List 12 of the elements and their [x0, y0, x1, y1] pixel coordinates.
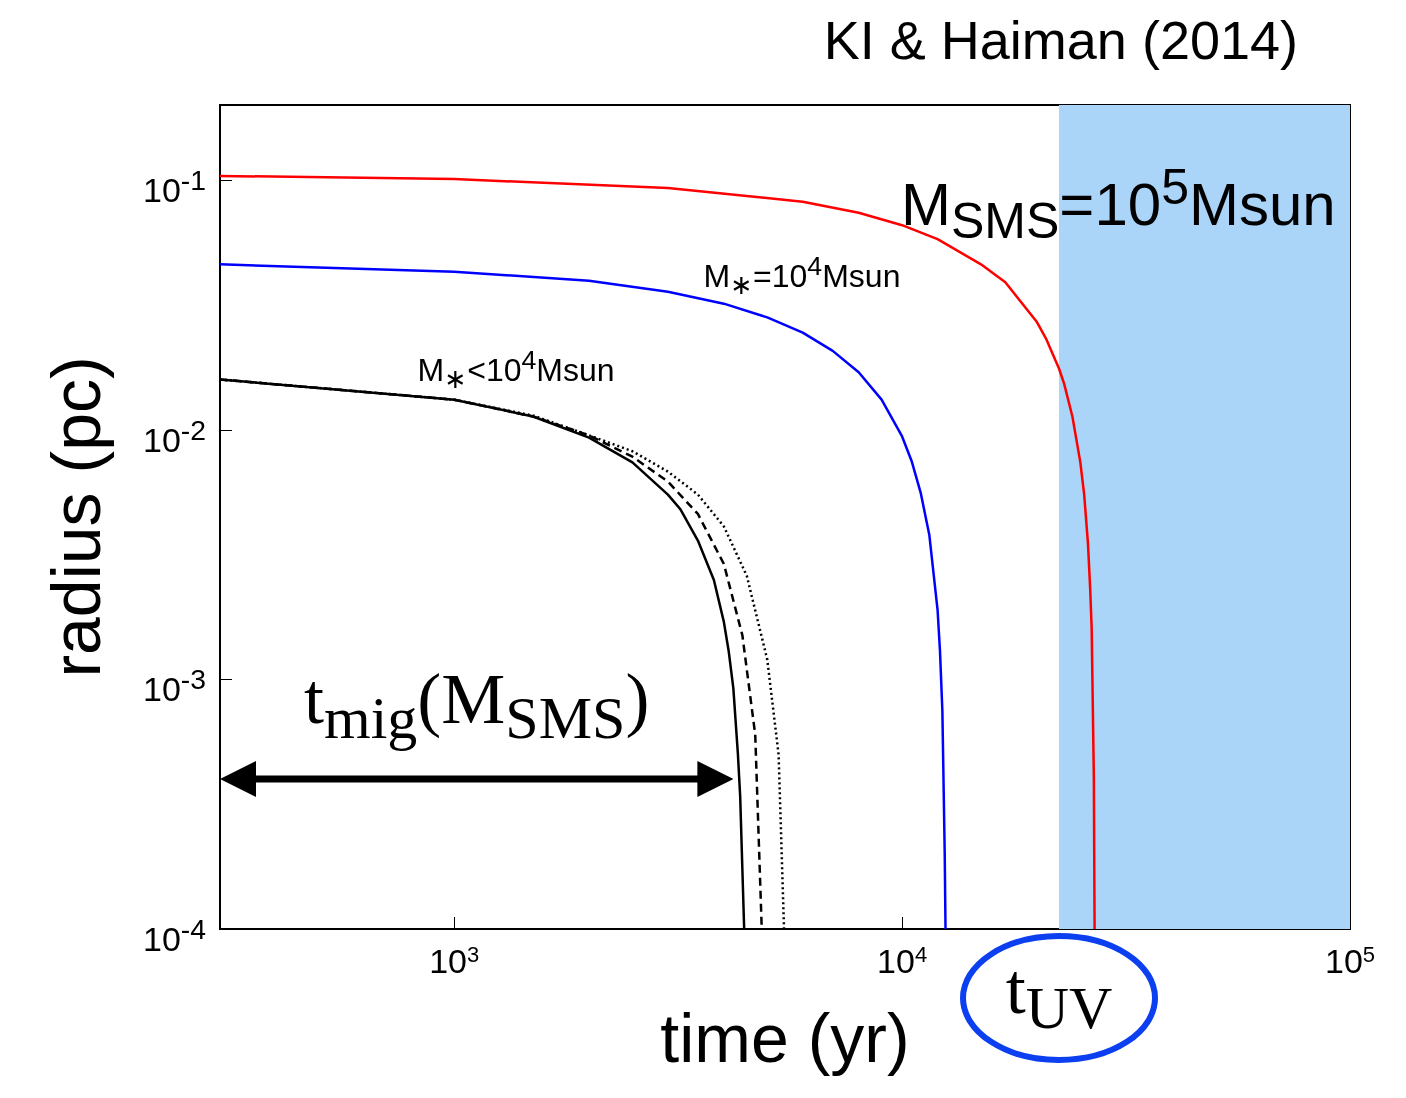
y-tick-label: 10$^{-4}$	[141, 912, 206, 961]
annotation: t$_{mig}$(M$_{SMS}$)	[302, 657, 651, 754]
y-axis-title: radius (pc)	[38, 356, 114, 678]
y-tick-label: 10$^{-1}$	[141, 163, 206, 212]
y-tick-label: 10$^{-2}$	[142, 413, 206, 460]
annotation: M$_{∗}$<10$^{4}$Msun	[416, 344, 616, 397]
annotation: M$_{SMS}$=10$^{5}$Msun	[901, 159, 1336, 250]
chart-title: KI & Haiman (2014)	[823, 10, 1298, 70]
y-tick-label: 10$^{-3}$	[142, 663, 206, 709]
text: t$_{UV}$	[1004, 949, 1114, 1044]
x-axis-title: time (yr)	[660, 1000, 910, 1076]
annotation: M$_{∗}$=10$^{4}$Msun	[703, 250, 901, 300]
